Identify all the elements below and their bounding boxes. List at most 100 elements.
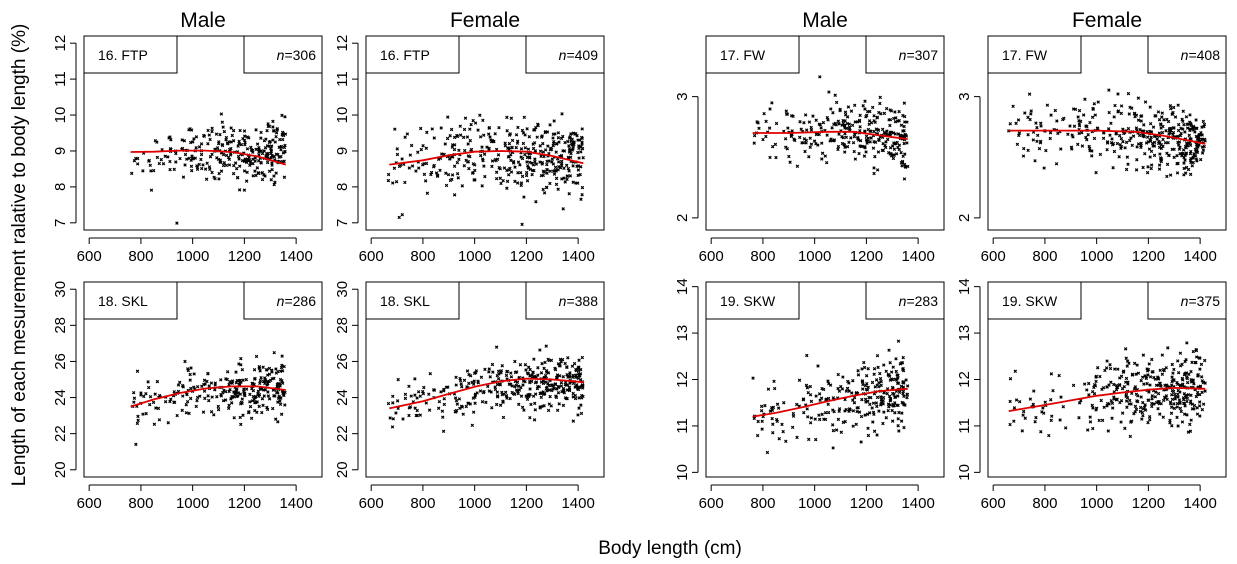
scatter-point xyxy=(887,405,891,409)
scatter-point xyxy=(431,388,436,392)
scatter-point xyxy=(227,157,232,162)
scatter-point xyxy=(473,401,477,405)
scatter-point xyxy=(828,383,833,387)
scatter-point xyxy=(1011,104,1015,109)
scatter-point xyxy=(872,412,876,416)
scatter-point xyxy=(270,406,275,411)
scatter-point xyxy=(496,376,501,381)
scatter-point xyxy=(574,384,579,389)
scatter-point xyxy=(757,126,761,131)
x-tick-label: 800 xyxy=(410,495,435,512)
scatter-point xyxy=(1043,400,1047,404)
scatter-point xyxy=(554,182,559,187)
scatter-point xyxy=(1098,374,1102,379)
scatter-point xyxy=(863,146,867,150)
scatter-point xyxy=(437,399,442,404)
scatter-point xyxy=(843,150,847,154)
scatter-point xyxy=(790,425,795,430)
measure-label: 18. SKL xyxy=(380,293,430,309)
scatter-point xyxy=(500,390,504,395)
scatter-point xyxy=(488,375,492,379)
scatter-point xyxy=(1115,141,1120,146)
scatter-point xyxy=(548,388,552,392)
scatter-point xyxy=(461,135,466,140)
scatter-point xyxy=(581,156,585,160)
scatter-point xyxy=(505,186,509,190)
scatter-point xyxy=(1165,162,1170,167)
scatter-point xyxy=(577,156,581,160)
scatter-point xyxy=(229,401,234,405)
scatter-point xyxy=(1162,118,1166,122)
scatter-point xyxy=(884,416,888,420)
scatter-point xyxy=(561,386,566,391)
scatter-point xyxy=(1034,121,1038,125)
y-tick-label: 11 xyxy=(674,418,691,434)
scatter-point xyxy=(237,188,242,192)
scatter-point xyxy=(220,142,224,147)
scatter-point xyxy=(1111,141,1116,146)
scatter-point xyxy=(860,367,864,371)
scatter-point xyxy=(257,404,261,409)
scatter-point xyxy=(1188,113,1192,117)
scatter-point xyxy=(1086,133,1090,137)
scatter-point xyxy=(556,168,560,172)
scatter-point xyxy=(1169,405,1174,409)
scatter-point xyxy=(509,116,514,120)
scatter-point xyxy=(280,137,285,142)
scatter-point xyxy=(1201,402,1206,406)
scatter-point xyxy=(774,121,779,126)
scatter-point xyxy=(1160,372,1165,376)
scatter-point xyxy=(1200,137,1204,142)
scatter-point xyxy=(1097,418,1101,423)
scatter-point xyxy=(898,362,903,366)
scatter-point xyxy=(478,135,483,139)
scatter-point xyxy=(201,410,206,414)
scatter-point xyxy=(260,170,265,175)
x-tick-label: 1000 xyxy=(458,248,491,265)
scatter-point xyxy=(132,159,137,163)
scatter-point xyxy=(808,393,813,397)
scatter-point xyxy=(787,154,791,159)
scatter-point xyxy=(272,350,276,355)
scatter-point xyxy=(793,138,797,143)
scatter-point xyxy=(1157,141,1161,146)
scatter-point xyxy=(248,392,252,397)
scatter-point xyxy=(1124,167,1129,172)
scatter-point xyxy=(834,123,838,127)
scatter-point xyxy=(264,137,268,141)
scatter-point xyxy=(1087,144,1091,149)
scatter-point xyxy=(552,139,556,144)
scatter-point xyxy=(1172,406,1177,411)
scatter-point xyxy=(184,157,189,161)
scatter-point xyxy=(774,417,779,422)
scatter-point xyxy=(188,140,193,145)
scatter-point xyxy=(253,408,257,413)
scatter-point xyxy=(896,119,900,123)
trend-line xyxy=(389,377,584,410)
scatter-point xyxy=(454,375,458,380)
scatter-point xyxy=(1172,392,1177,397)
scatter-point xyxy=(506,173,511,177)
scatter-point xyxy=(1066,132,1070,136)
scatter-point xyxy=(888,360,892,365)
scatter-point xyxy=(1087,147,1092,151)
scatter-point xyxy=(257,145,261,150)
scatter-point xyxy=(559,153,564,158)
scatter-point xyxy=(579,396,584,400)
n-label: n=283 xyxy=(899,293,939,309)
scatter-point xyxy=(561,207,565,211)
scatter-point xyxy=(844,407,848,412)
scatter-point xyxy=(1147,415,1152,419)
scatter-point xyxy=(1185,341,1189,345)
scatter-point xyxy=(863,383,868,388)
scatter-point xyxy=(207,398,211,403)
scatter-point xyxy=(1096,100,1100,104)
scatter-point xyxy=(1172,155,1176,160)
scatter-point xyxy=(1185,126,1190,130)
scatter-point xyxy=(888,130,893,134)
scatter-point xyxy=(239,422,243,427)
scatter-point xyxy=(486,384,490,389)
scatter-point xyxy=(452,164,457,168)
scatter-point xyxy=(470,423,475,428)
scatter-point xyxy=(808,421,813,425)
